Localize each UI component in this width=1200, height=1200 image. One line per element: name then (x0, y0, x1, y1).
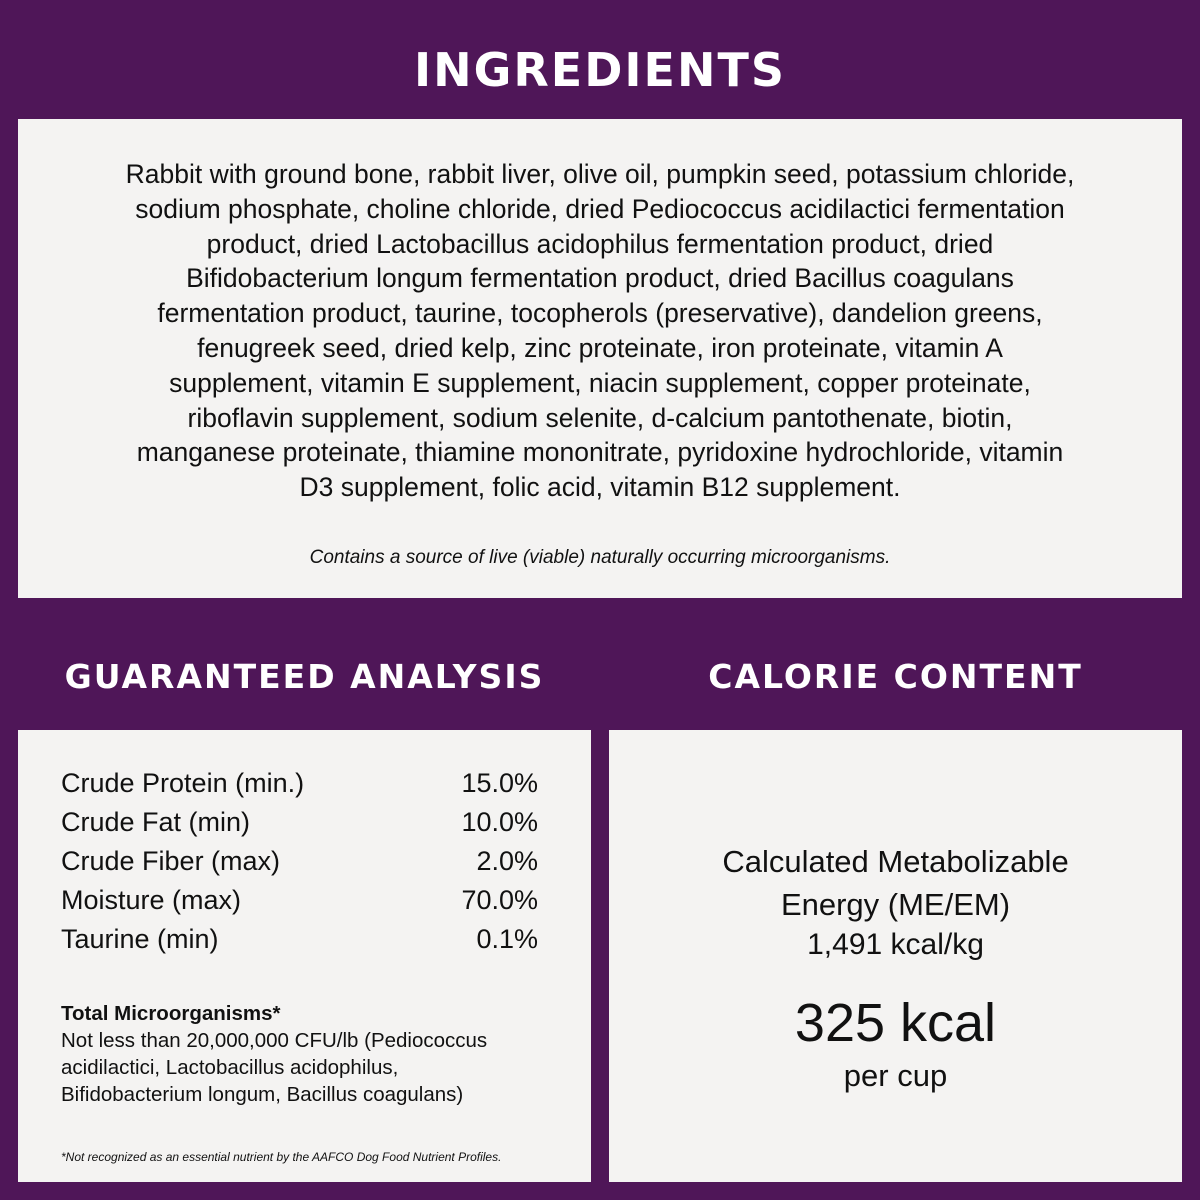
calorie-line-2: Energy (ME/EM) (780, 887, 1011, 922)
calorie-per-cup-label: per cup (843, 1058, 948, 1093)
analysis-row: Crude Fiber (max) 2.0% (61, 846, 538, 885)
row-label: Crude Fat (min) (61, 807, 251, 837)
ingredients-line: riboflavin supplement, sodium selenite, … (187, 402, 1013, 433)
row-label: Crude Fiber (max) (61, 846, 281, 876)
ingredients-line: supplement, vitamin E supplement, niacin… (169, 367, 1031, 398)
microorganism-note: Contains a source of live (viable) natur… (309, 547, 891, 568)
ingredients-line: sodium phosphate, choline chloride, drie… (135, 193, 1065, 224)
ingredients-line: Rabbit with ground bone, rabbit liver, o… (125, 159, 1075, 189)
footnote: *Not recognized as an essential nutrient… (61, 1150, 502, 1164)
analysis-heading: GUARANTEED ANALYSIS (64, 657, 545, 696)
analysis-row: Taurine (min) 0.1% (61, 924, 538, 963)
ingredients-line: D3 supplement, folic acid, vitamin B12 s… (299, 472, 901, 503)
calorie-panel: Calculated Metabolizable Energy (ME/EM) … (609, 730, 1182, 1182)
row-value: 15.0% (461, 768, 538, 798)
microorganisms-line: acidilactici, Lactobacillus acidophilus, (61, 1056, 399, 1079)
ingredients-line: product, dried Lactobacillus acidophilus… (206, 228, 994, 259)
ingredients-line: fermentation product, taurine, tocophero… (157, 298, 1043, 329)
ingredients-line: manganese proteinate, thiamine mononitra… (136, 437, 1064, 468)
ingredients-line: Bifidobacterium longum fermentation prod… (186, 263, 1014, 294)
calorie-line-1: Calculated Metabolizable (722, 844, 1069, 879)
row-label: Moisture (max) (61, 885, 242, 915)
microorganisms-title: Total Microorganisms* (61, 1002, 281, 1025)
ingredients-panel (18, 119, 1182, 598)
row-value: 70.0% (461, 885, 538, 915)
ingredients-line: fenugreek seed, dried kelp, zinc protein… (197, 332, 1003, 363)
ingredients-text: Rabbit with ground bone, rabbit liver, o… (18, 157, 1182, 505)
row-value: 0.1% (476, 924, 538, 954)
row-value: 2.0% (476, 846, 538, 876)
microorganisms-line: Not less than 20,000,000 CFU/lb (Pedioco… (61, 1029, 488, 1052)
microorganisms-line: Bifidobacterium longum, Bacillus coagula… (61, 1083, 464, 1106)
calorie-heading: CALORIE CONTENT (708, 657, 1083, 696)
analysis-row: Crude Protein (min.) 15.0% (61, 768, 538, 807)
analysis-row: Moisture (max) 70.0% (61, 885, 538, 924)
calorie-per-kg: 1,491 kcal/kg (807, 928, 984, 961)
microorganisms-block: Total Microorganisms* Not less than 20,0… (61, 1000, 571, 1108)
calorie-per-cup-value: 325 kcal (794, 993, 997, 1053)
row-label: Taurine (min) (61, 924, 219, 954)
analysis-row: Crude Fat (min) 10.0% (61, 807, 538, 846)
analysis-panel: Crude Protein (min.) 15.0% Crude Fat (min… (18, 730, 591, 1182)
row-label: Crude Protein (min.) (61, 768, 305, 798)
row-value: 10.0% (461, 807, 538, 837)
ingredients-heading: INGREDIENTS (414, 43, 786, 97)
